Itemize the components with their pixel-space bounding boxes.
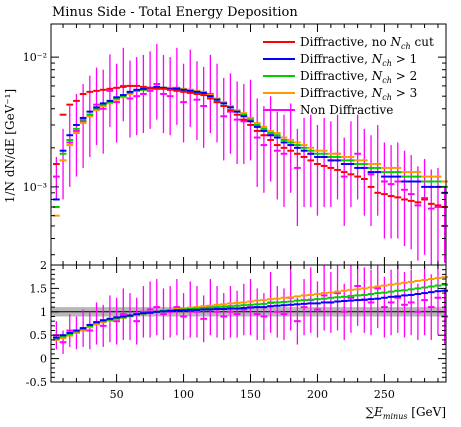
y-tick-label: 10⁻³: [23, 181, 47, 194]
y-tick-label: 1.5: [30, 282, 48, 295]
ratio-series-group: [53, 265, 449, 354]
y-tick-label: 1: [40, 306, 47, 319]
ratio-x-axis: 50 100 150 200 250: [62, 265, 439, 401]
x-tick-label: 150: [240, 388, 261, 401]
series-diffractive-n-ch-2: [53, 283, 449, 340]
legend-label: Diffractive, Nch > 1: [300, 52, 417, 68]
y-tick-label: 0.5: [30, 329, 48, 342]
series-diffractive-no-n-ch-cut: [53, 84, 449, 208]
x-axis-label: ∑Eminus [GeV]: [366, 405, 446, 421]
legend-label: Non Diffractive: [300, 103, 393, 117]
series-non-diffractive: [53, 44, 449, 265]
x-tick-label: 250: [374, 388, 395, 401]
legend-label: Diffractive, no Nch cut: [300, 35, 434, 51]
y-tick-label: 2: [40, 259, 47, 272]
x-tick-label: 100: [173, 388, 194, 401]
ratio-plot-frame: [50, 264, 447, 383]
legend-label: Diffractive, Nch > 2: [300, 69, 417, 85]
main-y-axis: 10⁻³ 10⁻²: [23, 51, 446, 256]
main-series-group: [53, 44, 449, 265]
y-tick-label: -0.5: [26, 376, 47, 389]
x-tick-label: 50: [110, 388, 124, 401]
y-tick-label: 10⁻²: [23, 51, 47, 64]
x-tick-label: 200: [307, 388, 328, 401]
y-axis-label: 1/N dN/dE [GeV⁻¹]: [3, 89, 17, 203]
legend-label: Diffractive, Nch > 3: [300, 86, 417, 102]
chart-title: Minus Side - Total Energy Deposition: [52, 5, 298, 20]
series-diffractive-n-ch-1: [53, 289, 449, 339]
main-x-axis: [62, 24, 439, 265]
ratio-y-axis: -0.5 0 0.5 1 1.5 2: [26, 259, 446, 389]
y-tick-label: 0: [40, 353, 47, 366]
